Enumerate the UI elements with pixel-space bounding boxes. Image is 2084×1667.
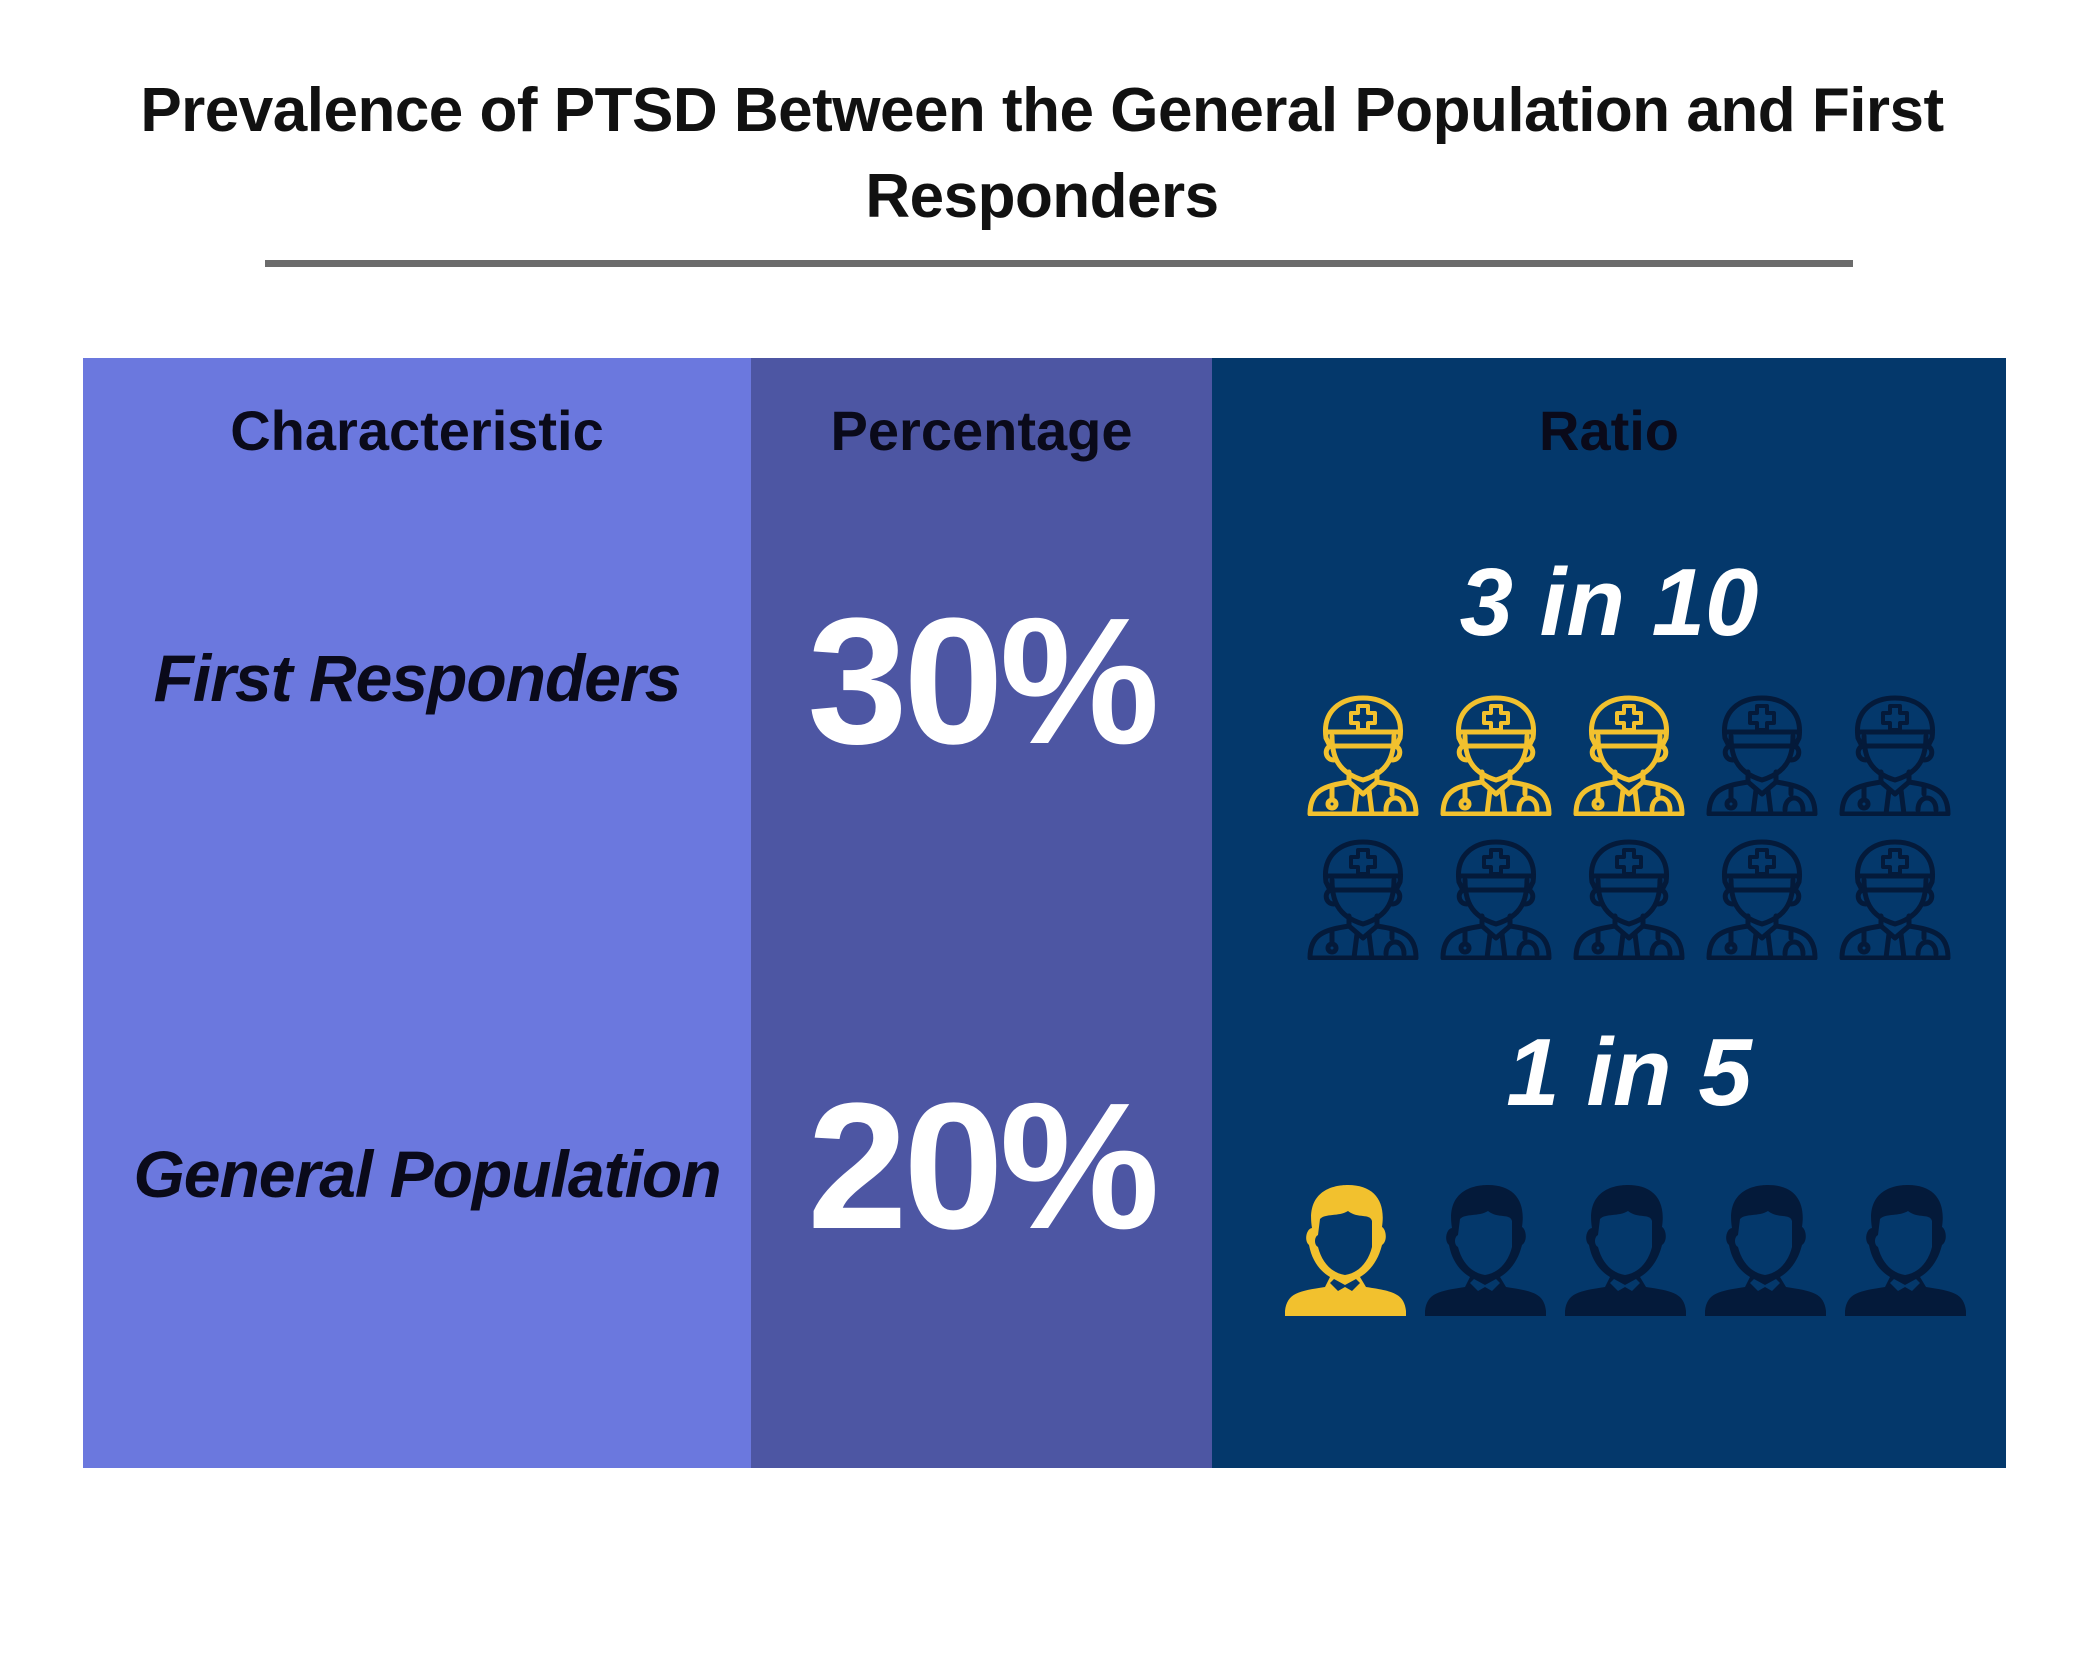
person-icon-muted [1702, 1183, 1829, 1316]
person-icon-muted [1422, 1183, 1549, 1316]
header-characteristic: Characteristic [230, 399, 604, 462]
medic-icon-highlighted [1437, 690, 1555, 816]
ratio-first-responders: 3 in 10 [1459, 549, 1759, 656]
row-label-general-population: General Population [133, 1137, 721, 1211]
percentage-column: Percentage 30% 20% [751, 358, 1212, 1468]
medic-icon-muted [1304, 834, 1422, 960]
medic-icon-highlighted [1570, 690, 1688, 816]
ratio-column: Ratio 3 in 10 [1212, 358, 2006, 1468]
medic-icon-muted [1836, 690, 1954, 816]
title-divider [265, 260, 1853, 267]
general-population-icon-row [1282, 1183, 1982, 1316]
first-responders-icon-grid [1304, 690, 1964, 960]
ratio-general-population: 1 in 5 [1506, 1019, 1752, 1126]
header-ratio: Ratio [1539, 399, 1679, 462]
medic-icon-muted [1703, 690, 1821, 816]
person-icon-muted [1842, 1183, 1969, 1316]
person-icon-muted [1562, 1183, 1689, 1316]
percentage-general-population: 20% [807, 1066, 1159, 1267]
characteristic-column: Characteristic First Responders General … [83, 358, 751, 1468]
person-icon-highlighted [1282, 1183, 1409, 1316]
medic-icon-muted [1437, 834, 1555, 960]
medic-icon-highlighted [1304, 690, 1422, 816]
header-percentage: Percentage [830, 399, 1133, 462]
medic-icon-muted [1703, 834, 1821, 960]
row-label-first-responders: First Responders [153, 641, 682, 715]
page-title: Prevalence of PTSD Between the General P… [140, 76, 1944, 231]
percentage-first-responders: 30% [807, 581, 1159, 782]
medic-icon-muted [1570, 834, 1688, 960]
medic-icon-muted [1836, 834, 1954, 960]
